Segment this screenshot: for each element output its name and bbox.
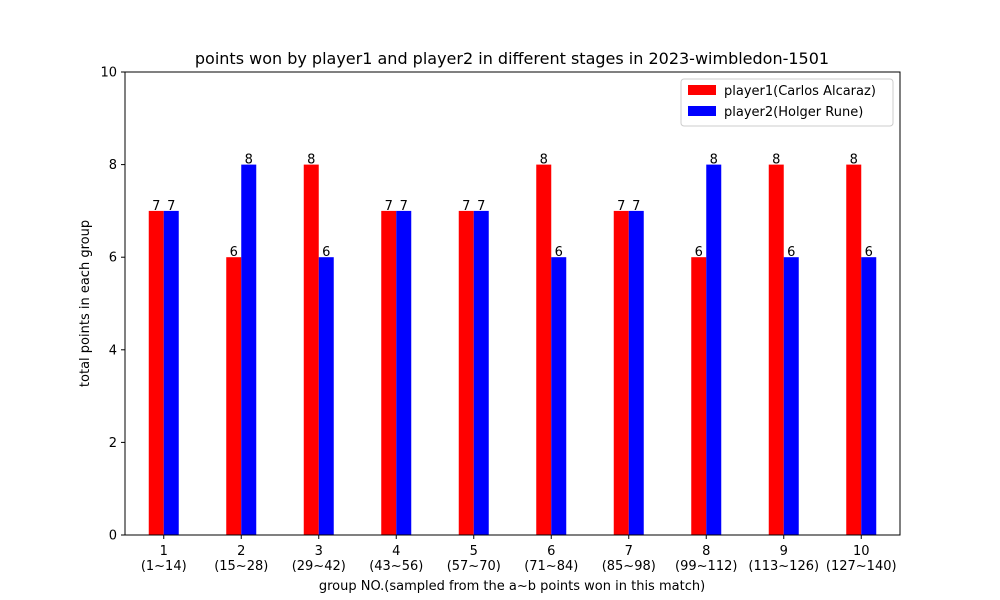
plot-frame [124, 71, 901, 536]
data-label-player2-group-10: 6 [865, 245, 873, 260]
bar-player1-group-7 [613, 210, 629, 535]
bar-player2-group-10 [861, 257, 877, 535]
chart-title: points won by player1 and player2 in dif… [195, 49, 829, 68]
data-label-player1-group-10: 8 [850, 153, 858, 168]
x-tick-sublabel: (15~28) [214, 559, 268, 574]
legend: player1(Carlos Alcaraz) player2(Holger R… [680, 78, 894, 127]
bar-player2-group-4 [396, 210, 412, 535]
y-tick-label: 10 [100, 66, 117, 81]
data-label-player1-group-9: 8 [772, 153, 780, 168]
y-axis-label: total points in each group [78, 220, 93, 387]
bar-player1-group-1 [148, 210, 164, 535]
bar-player2-group-3 [318, 257, 334, 535]
x-tick-sublabel: (1~14) [141, 559, 187, 574]
data-label-player2-group-1: 7 [167, 199, 175, 214]
y-tick-label: 8 [109, 158, 117, 173]
data-label-player2-group-5: 7 [477, 199, 485, 214]
x-tick-sublabel: (57~70) [447, 559, 501, 574]
y-tick-label: 2 [109, 436, 117, 451]
x-tick-label: 1 [160, 544, 168, 559]
x-tick-label: 2 [237, 544, 245, 559]
x-tick-sublabel: (99~112) [675, 559, 737, 574]
x-tick-label: 5 [470, 544, 478, 559]
x-axis: 1(1~14) 2(15~28) 3(29~42) 4(43~56) 5(57~70) 6… [141, 535, 897, 574]
legend-label-player1: player1(Carlos Alcaraz) [724, 84, 876, 99]
legend-label-player2: player2(Holger Rune) [724, 105, 863, 120]
x-tick-label: 9 [780, 544, 788, 559]
x-tick-label: 8 [702, 544, 710, 559]
data-label-player1-group-8: 6 [695, 245, 703, 260]
data-label-player2-group-6: 6 [555, 245, 563, 260]
bar-player1-group-8 [691, 257, 707, 535]
bar-player1-group-9 [768, 164, 784, 535]
x-tick-sublabel: (29~42) [292, 559, 346, 574]
x-tick-sublabel: (71~84) [524, 559, 578, 574]
data-label-player1-group-1: 7 [152, 199, 160, 214]
bar-player1-group-4 [381, 210, 397, 535]
bar-player1-group-3 [303, 164, 319, 535]
x-tick-sublabel: (113~126) [748, 559, 819, 574]
y-axis: 0 2 4 6 8 10 [100, 66, 125, 544]
data-label-player1-group-5: 7 [462, 199, 470, 214]
bars-layer [148, 164, 877, 535]
bar-player1-group-2 [226, 257, 242, 535]
bar-player2-group-5 [473, 210, 489, 535]
data-label-player1-group-2: 6 [230, 245, 238, 260]
data-label-player2-group-9: 6 [787, 245, 795, 260]
data-label-player2-group-2: 8 [245, 153, 253, 168]
bar-player2-group-9 [783, 257, 799, 535]
bar-player1-group-5 [458, 210, 474, 535]
legend-box [680, 78, 894, 127]
x-tick-label: 4 [392, 544, 400, 559]
x-tick-sublabel: (127~140) [826, 559, 897, 574]
data-label-player1-group-4: 7 [385, 199, 393, 214]
data-label-player2-group-7: 7 [632, 199, 640, 214]
bar-player1-group-10 [846, 164, 862, 535]
x-tick-sublabel: (85~98) [602, 559, 656, 574]
data-label-player1-group-6: 8 [540, 153, 548, 168]
y-tick-label: 6 [109, 251, 117, 266]
bar-player2-group-8 [706, 164, 722, 535]
bar-player1-group-6 [536, 164, 552, 535]
x-tick-label: 6 [547, 544, 555, 559]
data-label-player2-group-4: 7 [400, 199, 408, 214]
bar-player2-group-7 [628, 210, 644, 535]
data-label-player2-group-3: 6 [322, 245, 330, 260]
x-tick-label: 10 [853, 544, 870, 559]
data-label-player1-group-7: 7 [617, 199, 625, 214]
legend-swatch-player1 [688, 85, 716, 95]
x-tick-sublabel: (43~56) [369, 559, 423, 574]
legend-swatch-player2 [688, 106, 716, 116]
bar-player2-group-1 [163, 210, 179, 535]
x-axis-label: group NO.(sampled from the a~b points wo… [319, 579, 705, 594]
x-tick-label: 3 [315, 544, 323, 559]
data-label-player1-group-3: 8 [307, 153, 315, 168]
y-tick-label: 0 [109, 529, 117, 544]
bar-player2-group-2 [241, 164, 257, 535]
x-tick-label: 7 [625, 544, 633, 559]
bar-player2-group-6 [551, 257, 567, 535]
y-tick-label: 4 [109, 343, 117, 358]
data-label-player2-group-8: 8 [710, 153, 718, 168]
